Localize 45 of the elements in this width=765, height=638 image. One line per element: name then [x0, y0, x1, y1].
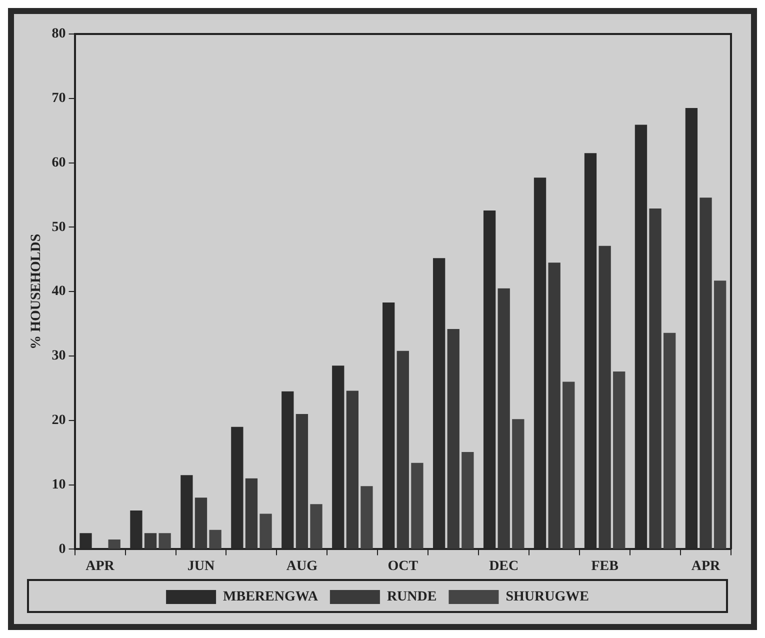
x-tick-label: OCT — [388, 559, 419, 574]
y-tick-label: 70 — [52, 91, 66, 106]
x-tick-label: APR — [691, 559, 722, 574]
bar — [144, 533, 157, 549]
bar — [310, 504, 322, 549]
bar — [512, 419, 524, 549]
bar — [360, 486, 373, 549]
y-tick-label: 60 — [52, 155, 66, 170]
y-tick-label: 20 — [52, 413, 66, 428]
bar — [447, 328, 460, 549]
bar — [462, 452, 474, 549]
bar — [548, 262, 560, 549]
bar — [714, 280, 726, 549]
y-tick-label: 80 — [52, 26, 66, 42]
bar — [194, 498, 208, 549]
bar — [209, 530, 222, 549]
y-tick-label: 30 — [52, 348, 66, 364]
y-axis-title: % HOUSEHOLDS — [29, 234, 44, 350]
x-tick-label: APR — [86, 559, 116, 574]
bar — [260, 514, 272, 549]
y-tick-label: 10 — [52, 477, 66, 492]
bar — [613, 371, 626, 549]
bar — [346, 390, 358, 549]
legend-label: MBERENGWA — [223, 590, 319, 605]
bar — [562, 382, 575, 549]
x-tick-label: FEB — [591, 559, 618, 574]
y-tick-label: 50 — [52, 220, 66, 235]
bar — [411, 462, 424, 549]
x-tick-label: AUG — [286, 559, 318, 574]
x-tick-label: DEC — [489, 559, 519, 574]
bar — [296, 414, 308, 549]
bar — [158, 533, 171, 549]
legend-label: RUNDE — [386, 590, 437, 605]
bar — [649, 208, 662, 549]
y-tick-label: 0 — [58, 542, 66, 557]
bar — [108, 540, 120, 549]
bar — [498, 288, 510, 549]
bar — [245, 478, 258, 549]
bar — [664, 332, 676, 549]
bar — [396, 350, 409, 549]
y-tick-label: 40 — [52, 284, 66, 300]
bar — [700, 198, 712, 549]
x-tick-label: JUN — [187, 559, 215, 574]
legend-label: SHURUGWE — [506, 590, 589, 605]
bar — [598, 246, 611, 549]
